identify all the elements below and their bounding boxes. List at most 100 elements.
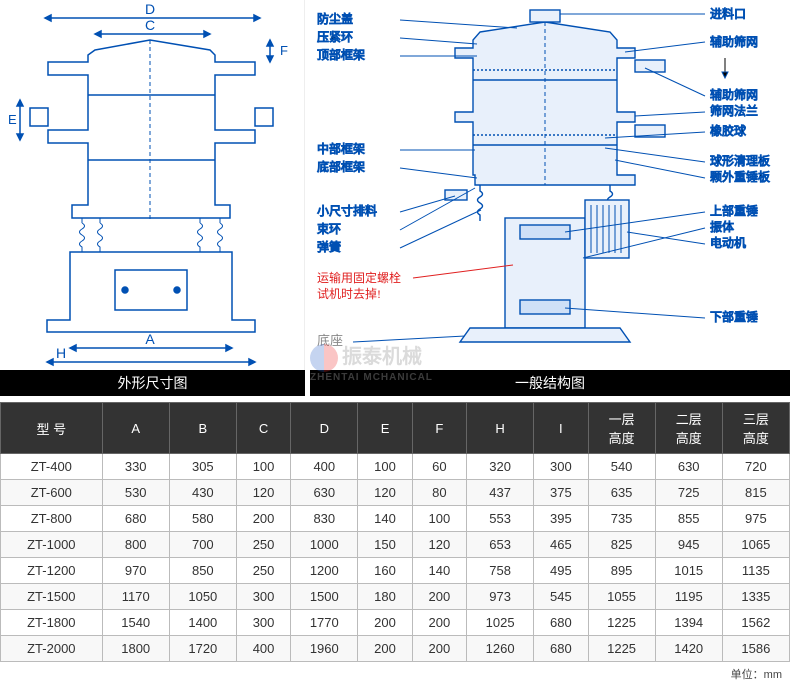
table-cell: 1135 xyxy=(722,558,789,584)
table-cell: 200 xyxy=(358,610,412,636)
table-cell: 1800 xyxy=(102,636,169,662)
lbl-zhongbu: 中部框架 xyxy=(317,141,365,156)
table-cell: 653 xyxy=(467,532,534,558)
table-cell: 700 xyxy=(169,532,236,558)
table-cell: 1960 xyxy=(291,636,358,662)
table-cell: 80 xyxy=(412,480,466,506)
table-row: ZT-40033030510040010060320300540630720 xyxy=(1,454,790,480)
lbl-xiangjiao: 橡胶球 xyxy=(710,123,746,138)
table-cell: 825 xyxy=(588,532,655,558)
table-cell: 100 xyxy=(358,454,412,480)
table-row: ZT-60053043012063012080437375635725815 xyxy=(1,480,790,506)
lbl-zhenti: 振体 xyxy=(710,220,734,234)
table-row: ZT-1800154014003001770200200102568012251… xyxy=(1,610,790,636)
dim-A: A xyxy=(145,331,155,347)
table-cell: 180 xyxy=(358,584,412,610)
table-cell: 630 xyxy=(291,480,358,506)
structure-drawing: 防尘盖 压紧环 顶部框架 中部框架 底部框架 小尺寸排料 束环 弹簧 运输用固定… xyxy=(305,0,790,370)
title-bar: 外形尺寸图 一般结构图 xyxy=(0,370,790,396)
table-cell: 375 xyxy=(534,480,588,506)
spec-table: 型 号ABCDEFHI一层高度二层高度三层高度 ZT-4003303051004… xyxy=(0,402,790,662)
table-cell: 1055 xyxy=(588,584,655,610)
table-cell: 200 xyxy=(412,584,466,610)
table-cell: 1225 xyxy=(588,610,655,636)
table-cell: 635 xyxy=(588,480,655,506)
table-cell: ZT-600 xyxy=(1,480,103,506)
table-cell: 1015 xyxy=(655,558,722,584)
table-cell: 140 xyxy=(412,558,466,584)
table-cell: 140 xyxy=(358,506,412,532)
table-cell: 1195 xyxy=(655,584,722,610)
table-cell: 200 xyxy=(358,636,412,662)
table-cell: ZT-800 xyxy=(1,506,103,532)
lbl-diandong: 电动机 xyxy=(710,236,746,250)
table-cell: 330 xyxy=(102,454,169,480)
table-row: ZT-2000180017204001960200200126068012251… xyxy=(1,636,790,662)
table-cell: 540 xyxy=(588,454,655,480)
table-cell: 1050 xyxy=(169,584,236,610)
table-cell: 680 xyxy=(534,610,588,636)
table-cell: 1394 xyxy=(655,610,722,636)
lbl-dingbu: 顶部框架 xyxy=(317,47,365,62)
lbl-jinliao: 进料口 xyxy=(710,7,746,21)
lbl-dibu: 底部框架 xyxy=(317,159,365,174)
lbl-fuzhu1: 辅助筛网 xyxy=(710,34,758,49)
table-cell: 200 xyxy=(236,506,290,532)
title-left: 外形尺寸图 xyxy=(0,370,305,396)
table-cell: 437 xyxy=(467,480,534,506)
lbl-qiuxing: 球形清理板 xyxy=(710,154,770,168)
col-header: 三层高度 xyxy=(722,403,789,454)
table-cell: 855 xyxy=(655,506,722,532)
table-cell: 800 xyxy=(102,532,169,558)
dim-F: F xyxy=(280,43,288,58)
table-cell: 580 xyxy=(169,506,236,532)
table-cell: 1400 xyxy=(169,610,236,636)
table-cell: 1720 xyxy=(169,636,236,662)
lbl-suhuan: 束环 xyxy=(317,222,341,236)
table-cell: 553 xyxy=(467,506,534,532)
table-cell: 1025 xyxy=(467,610,534,636)
table-cell: 395 xyxy=(534,506,588,532)
table-cell: 465 xyxy=(534,532,588,558)
table-cell: 495 xyxy=(534,558,588,584)
dim-E: E xyxy=(8,112,17,127)
lbl-red2: 试机时去掉! xyxy=(317,286,381,301)
unit-label: 单位：mm xyxy=(0,662,790,686)
lbl-red1: 运输用固定螺栓 xyxy=(317,270,401,285)
table-cell: 970 xyxy=(102,558,169,584)
table-cell: 1420 xyxy=(655,636,722,662)
table-cell: 120 xyxy=(236,480,290,506)
title-right: 一般结构图 xyxy=(310,370,790,396)
table-cell: 1586 xyxy=(722,636,789,662)
table-cell: 250 xyxy=(236,558,290,584)
col-header: 一层高度 xyxy=(588,403,655,454)
table-cell: 720 xyxy=(722,454,789,480)
col-header: A xyxy=(102,403,169,454)
table-cell: 400 xyxy=(291,454,358,480)
table-cell: 150 xyxy=(358,532,412,558)
table-cell: 545 xyxy=(534,584,588,610)
lbl-keli: 颗外重锤板 xyxy=(710,169,770,184)
table-cell: 1065 xyxy=(722,532,789,558)
table-cell: 815 xyxy=(722,480,789,506)
col-header: 型 号 xyxy=(1,403,103,454)
table-cell: 1225 xyxy=(588,636,655,662)
table-cell: 1770 xyxy=(291,610,358,636)
table-cell: 680 xyxy=(534,636,588,662)
col-header: F xyxy=(412,403,466,454)
table-cell: 530 xyxy=(102,480,169,506)
dim-C: C xyxy=(145,17,155,33)
table-cell: ZT-1800 xyxy=(1,610,103,636)
table-cell: 300 xyxy=(236,610,290,636)
table-cell: 973 xyxy=(467,584,534,610)
dim-H: H xyxy=(56,345,66,361)
table-cell: 100 xyxy=(236,454,290,480)
table-cell: 430 xyxy=(169,480,236,506)
table-cell: ZT-1000 xyxy=(1,532,103,558)
table-cell: 1000 xyxy=(291,532,358,558)
table-cell: 680 xyxy=(102,506,169,532)
lbl-xiaochi: 小尺寸排料 xyxy=(317,204,377,218)
table-cell: 945 xyxy=(655,532,722,558)
col-header: D xyxy=(291,403,358,454)
table-cell: 850 xyxy=(169,558,236,584)
